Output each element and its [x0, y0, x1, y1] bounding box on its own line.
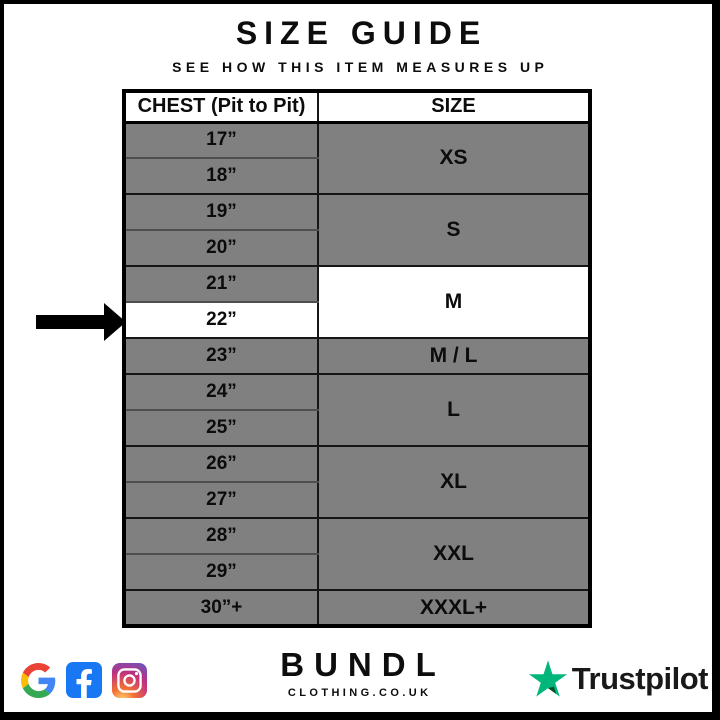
- size-cell: XXXL+: [317, 589, 591, 627]
- table-row: 26” XL: [123, 445, 591, 519]
- table-row-highlighted: 22”: [123, 301, 590, 339]
- size-cell: L: [317, 373, 591, 447]
- table-row: 30”+ XXXL+: [123, 589, 591, 627]
- column-header-size: SIZE: [317, 90, 591, 124]
- trustpilot-star-icon: [528, 660, 567, 697]
- chest-cell: 19”: [123, 193, 319, 231]
- chest-cell: 27”: [123, 481, 319, 519]
- size-table: CHEST (Pit to Pit) SIZE 17” XS 18” 19” S…: [122, 89, 592, 628]
- table-row: 18”: [123, 157, 590, 195]
- table-row: 25”: [123, 409, 590, 447]
- chest-cell: 18”: [123, 157, 319, 195]
- trustpilot-label: Trustpilot: [571, 660, 709, 696]
- table-row: 20”: [123, 229, 590, 267]
- selected-size-arrow-icon: [36, 303, 126, 341]
- chest-cell: 29”: [123, 553, 319, 591]
- chest-cell: 17”: [123, 121, 319, 159]
- column-header-chest: CHEST (Pit to Pit): [123, 90, 319, 124]
- instagram-icon: [112, 662, 147, 698]
- table-header-row: CHEST (Pit to Pit) SIZE: [123, 90, 591, 124]
- chest-cell: 30”+: [123, 589, 319, 627]
- table-row: 19” S: [123, 193, 591, 267]
- chest-cell: 21”: [123, 265, 319, 303]
- page-subtitle: SEE HOW THIS ITEM MEASURES UP: [172, 59, 549, 75]
- size-cell: XXL: [317, 517, 591, 591]
- brand-logo: BUNDL CLOTHING.CO.UK: [4, 646, 712, 699]
- size-cell: S: [317, 193, 591, 267]
- social-logos: [21, 662, 147, 698]
- page-title: SIZE GUIDE: [235, 15, 488, 51]
- google-icon: [21, 662, 56, 698]
- size-cell-highlighted: M: [317, 265, 591, 339]
- table-row: 17” XS: [123, 121, 591, 195]
- table-row: 23” M / L: [123, 337, 591, 375]
- brand-domain: CLOTHING.CO.UK: [287, 687, 432, 699]
- chest-cell: 23”: [123, 337, 319, 375]
- chest-cell-highlighted: 22”: [123, 301, 319, 339]
- chest-cell: 25”: [123, 409, 319, 447]
- table-row: 28” XXL: [123, 517, 591, 591]
- size-cell: XL: [317, 445, 591, 519]
- brand-name: BUNDL: [280, 646, 446, 683]
- chest-cell: 28”: [123, 517, 319, 555]
- size-cell: M / L: [317, 337, 591, 375]
- table-row: 27”: [123, 481, 590, 519]
- trustpilot-logo: Trustpilot: [528, 660, 709, 697]
- chest-cell: 26”: [123, 445, 319, 483]
- chest-cell: 24”: [123, 373, 319, 411]
- table-row: 29”: [123, 553, 590, 591]
- size-cell: XS: [317, 121, 591, 195]
- table-row: 24” L: [123, 373, 591, 447]
- table-row: 21” M: [123, 265, 591, 339]
- facebook-icon: [66, 662, 102, 698]
- chest-cell: 20”: [123, 229, 319, 267]
